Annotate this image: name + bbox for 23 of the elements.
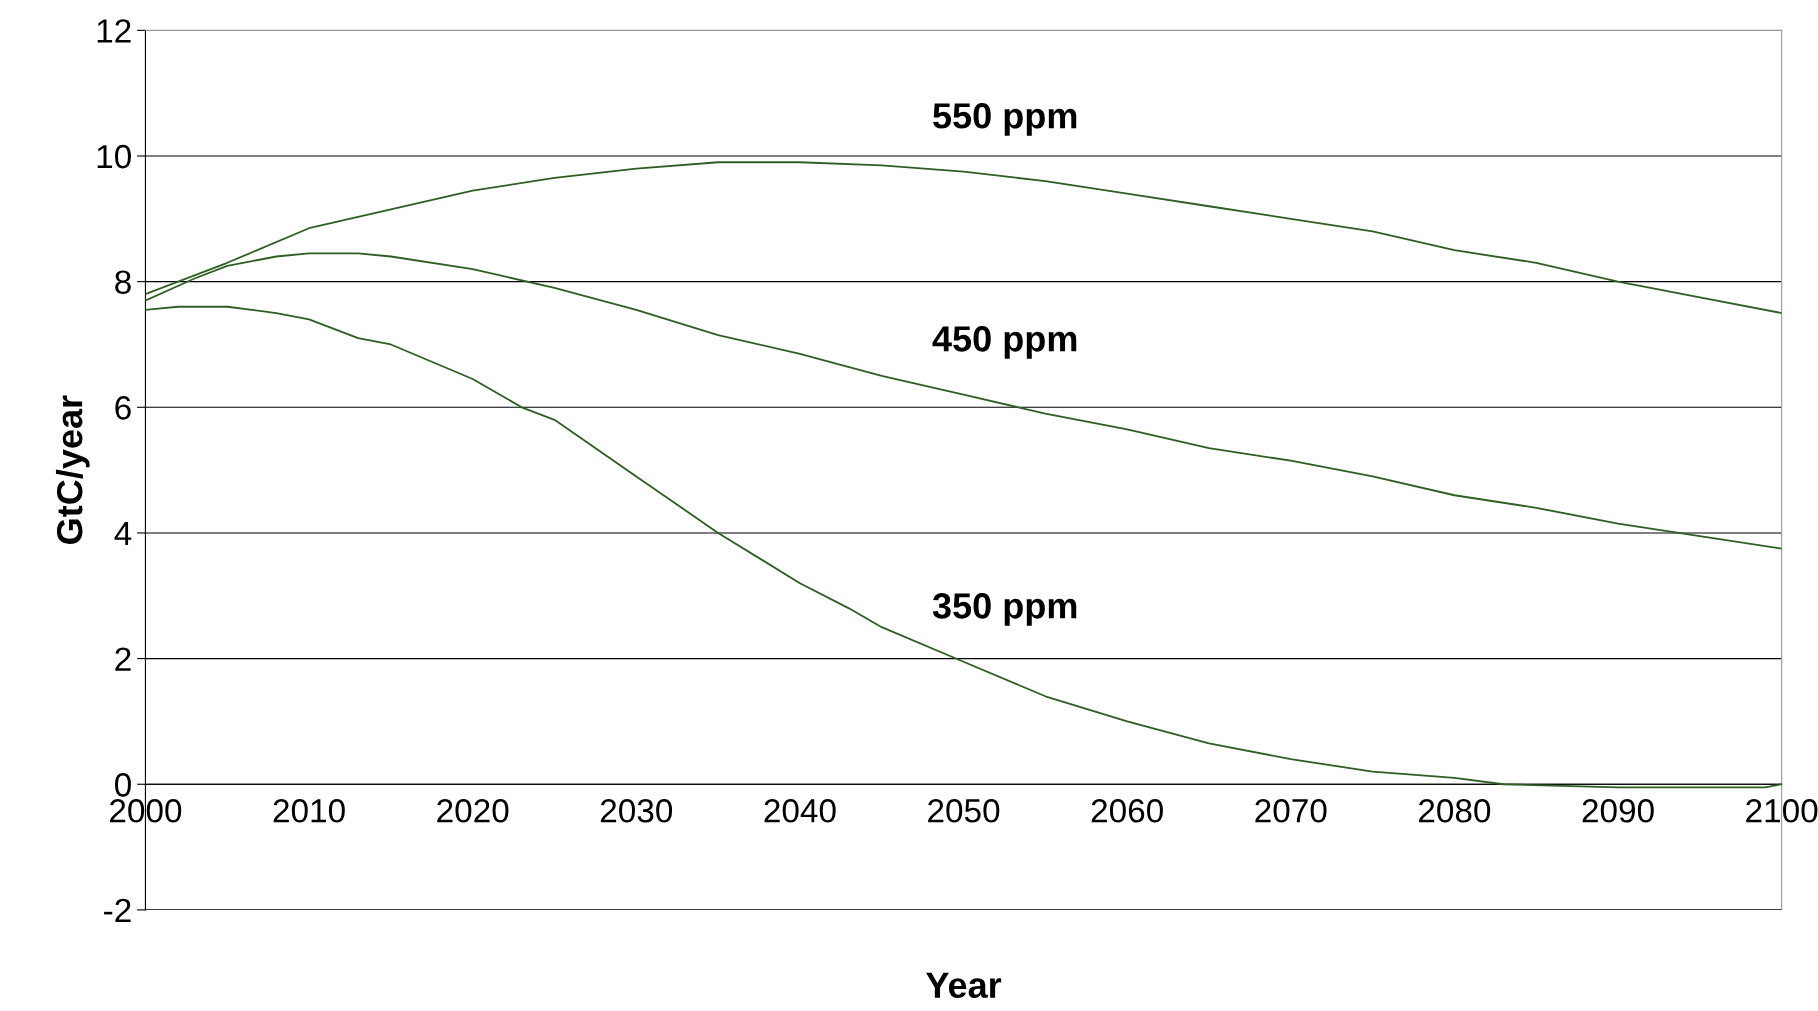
y-axis-title: GtC/year (55, 395, 90, 544)
series-label: 350 ppm (932, 593, 1077, 626)
series-label: 550 ppm (933, 103, 1077, 136)
y-tick-label: 10 (97, 144, 131, 169)
y-tick-label: 0 (115, 773, 131, 797)
y-tick-label: -2 (104, 898, 131, 922)
y-tick-label: 4 (114, 522, 132, 546)
x-tick-label: 2050 (928, 799, 1000, 823)
x-tick-label: 2090 (1582, 799, 1654, 823)
series-label: 450 ppm (932, 326, 1077, 359)
x-tick-label: 2070 (1255, 799, 1327, 823)
x-tick-label: 2100 (1746, 799, 1818, 823)
x-tick-label: 2040 (764, 799, 836, 823)
y-tick-label: 6 (115, 396, 131, 420)
x-tick-label: 2060 (1091, 799, 1163, 823)
x-tick-label: 2080 (1419, 799, 1491, 823)
y-tick-label: 12 (97, 19, 131, 43)
x-axis-title: Year (926, 972, 1002, 998)
y-tick-label: 2 (115, 647, 131, 671)
y-tick-label: 8 (115, 270, 131, 295)
x-tick-label: 2020 (437, 799, 509, 823)
x-tick-label: 2030 (600, 799, 673, 823)
x-tick-label: 2010 (273, 799, 345, 823)
